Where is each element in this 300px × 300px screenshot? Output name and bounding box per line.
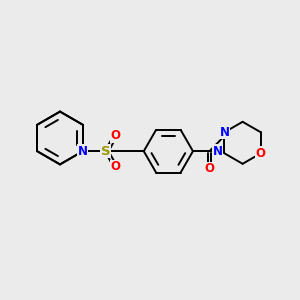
Text: O: O [111, 129, 121, 142]
Text: N: N [213, 145, 223, 158]
Text: O: O [205, 162, 214, 175]
Text: N: N [219, 126, 230, 139]
Text: O: O [256, 147, 266, 160]
Text: N: N [78, 145, 88, 158]
Text: S: S [100, 145, 110, 158]
Text: O: O [111, 160, 121, 173]
